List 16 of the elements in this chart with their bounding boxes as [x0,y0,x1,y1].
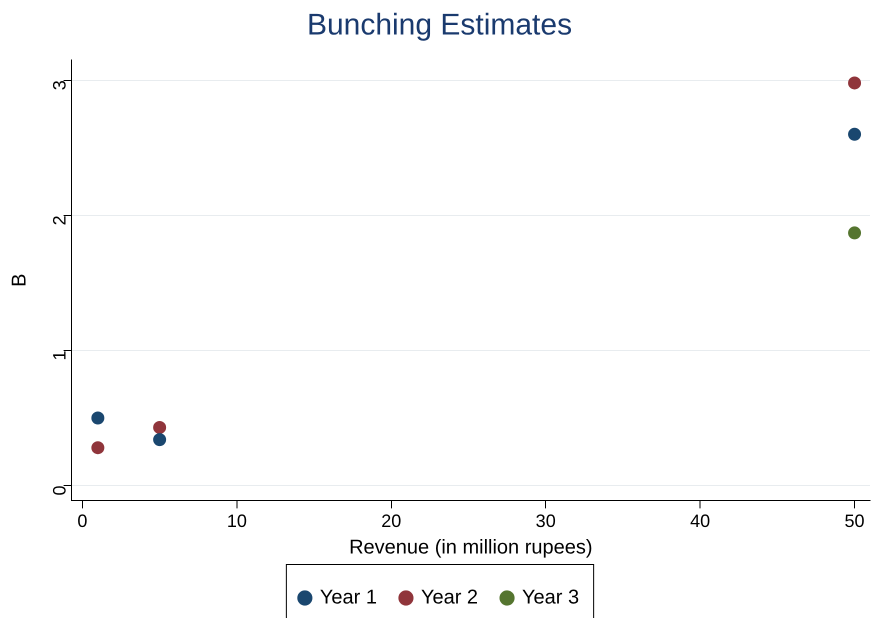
legend-label: Year 2 [420,586,478,609]
y-tick-label: 2 [50,215,70,226]
x-tick-label: 10 [226,511,247,532]
y-axis-title: B [8,274,31,287]
y-tick-label: 0 [50,486,70,496]
x-tick-label: 0 [77,511,88,532]
chart-title: Bunching Estimates [306,8,572,42]
y-tick-label: 3 [50,80,70,90]
legend-label: Year 3 [522,586,580,609]
x-axis-title: Revenue (in million rupees) [349,536,593,559]
x-tick-label: 20 [381,511,402,532]
legend-label: Year 1 [320,586,377,609]
x-tick-label: 30 [536,511,556,532]
x-tick-label: 50 [844,511,865,532]
y-tick-label: 1 [50,350,70,360]
x-tick-label: 40 [690,511,710,532]
